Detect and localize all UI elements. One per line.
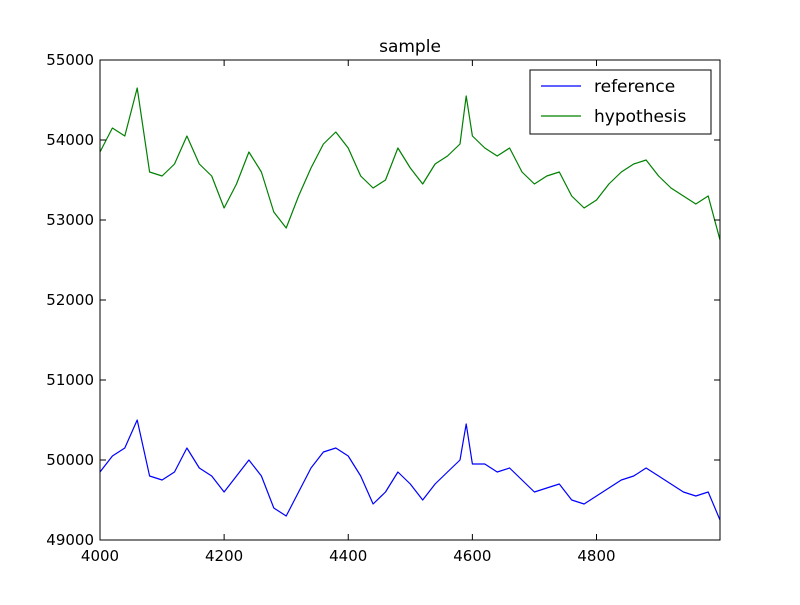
legend-box (529, 69, 712, 135)
y-tick-label: 51000 (46, 371, 94, 389)
series-line-reference (100, 419, 720, 521)
legend-label-hypothesis: hypothesis (594, 107, 687, 127)
x-tick-label: 4200 (205, 547, 243, 565)
x-tick-label: 4800 (577, 547, 615, 565)
legend: reference hypothesis (529, 69, 712, 135)
x-tick-label: 4000 (81, 547, 119, 565)
x-tick-label: 4400 (329, 547, 367, 565)
series-layer (100, 87, 720, 521)
y-tick-label: 50000 (46, 451, 94, 469)
y-tick-label: 52000 (46, 291, 94, 309)
x-tick-label: 4600 (453, 547, 491, 565)
chart-title: sample (379, 37, 441, 57)
y-tick-label: 54000 (46, 131, 94, 149)
y-tick-label: 49000 (46, 531, 94, 549)
y-tick-label: 55000 (46, 51, 94, 69)
series-line-hypothesis (100, 87, 720, 241)
x-axis: 4000 4200 4400 4600 4800 (81, 60, 616, 565)
legend-label-reference: reference (594, 77, 675, 97)
y-tick-label: 53000 (46, 211, 94, 229)
y-axis: 49000 50000 51000 52000 53000 54000 55000 (46, 51, 720, 549)
